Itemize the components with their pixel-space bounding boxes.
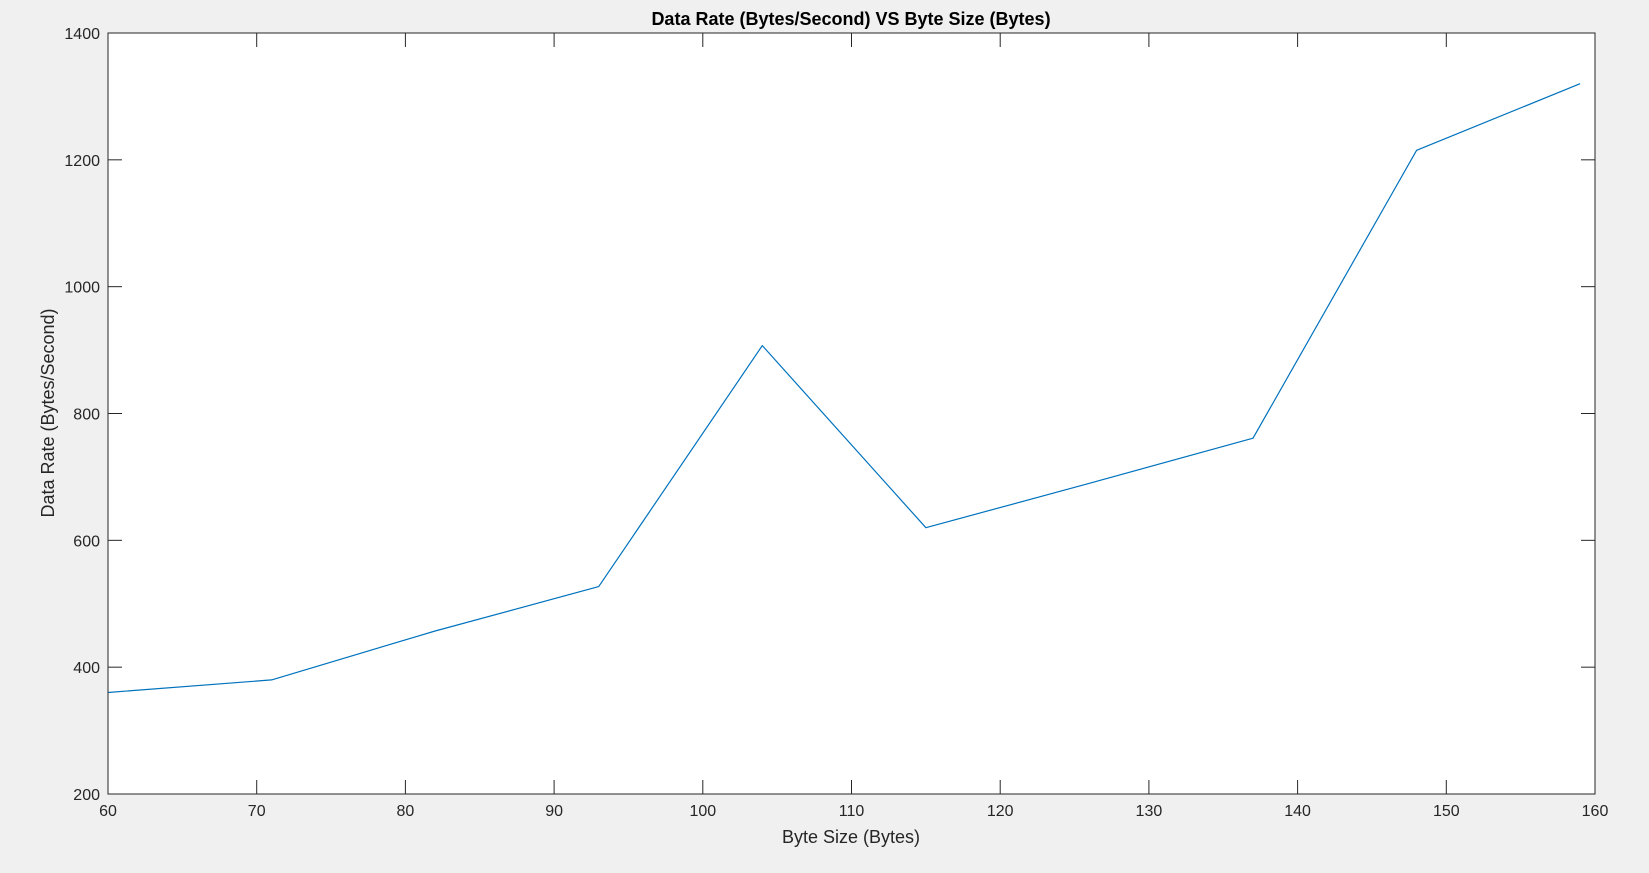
- y-tick-label: 1400: [64, 26, 100, 43]
- x-tick-label: 90: [545, 803, 563, 820]
- y-axis-label: Data Rate (Bytes/Second): [38, 308, 58, 517]
- x-tick-label: 60: [99, 803, 117, 820]
- x-tick-label: 100: [689, 803, 716, 820]
- chart-title: Data Rate (Bytes/Second) VS Byte Size (B…: [651, 9, 1050, 29]
- y-tick-label: 1000: [64, 280, 100, 297]
- y-tick-label: 800: [73, 407, 100, 424]
- x-tick-label: 70: [248, 803, 266, 820]
- x-axis-label: Byte Size (Bytes): [782, 827, 920, 847]
- plot-area: [108, 33, 1595, 794]
- x-tick-label: 140: [1284, 803, 1311, 820]
- y-tick-label: 200: [73, 787, 100, 804]
- x-tick-label: 150: [1433, 803, 1460, 820]
- x-tick-label: 80: [397, 803, 415, 820]
- x-tick-label: 160: [1582, 803, 1609, 820]
- x-tick-label: 110: [839, 803, 865, 820]
- y-tick-label: 400: [73, 660, 100, 677]
- x-tick-label: 130: [1136, 803, 1163, 820]
- y-tick-label: 600: [73, 533, 100, 550]
- x-tick-label: 120: [987, 803, 1014, 820]
- y-tick-label: 1200: [64, 153, 100, 170]
